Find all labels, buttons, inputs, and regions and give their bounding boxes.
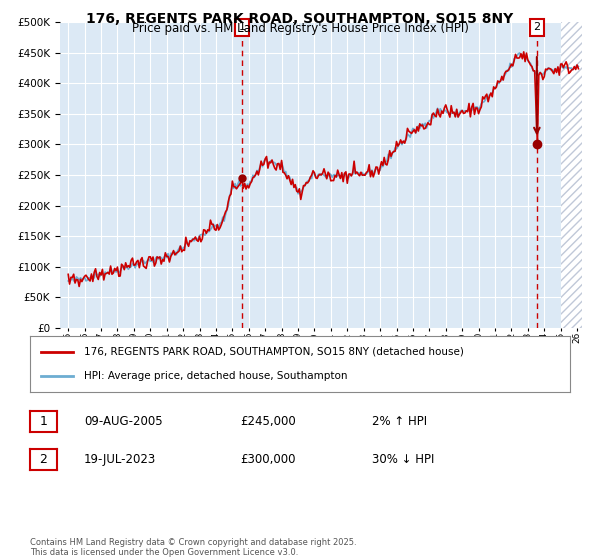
- Text: 1: 1: [239, 22, 246, 32]
- Text: 30% ↓ HPI: 30% ↓ HPI: [372, 453, 434, 466]
- Text: £245,000: £245,000: [240, 415, 296, 428]
- Text: 2: 2: [533, 22, 541, 32]
- Text: 2% ↑ HPI: 2% ↑ HPI: [372, 415, 427, 428]
- Text: 2: 2: [40, 453, 47, 466]
- Text: 09-AUG-2005: 09-AUG-2005: [84, 415, 163, 428]
- Text: 176, REGENTS PARK ROAD, SOUTHAMPTON, SO15 8NY (detached house): 176, REGENTS PARK ROAD, SOUTHAMPTON, SO1…: [84, 347, 464, 357]
- Text: 176, REGENTS PARK ROAD, SOUTHAMPTON, SO15 8NY: 176, REGENTS PARK ROAD, SOUTHAMPTON, SO1…: [86, 12, 514, 26]
- Text: £300,000: £300,000: [240, 453, 296, 466]
- Text: Contains HM Land Registry data © Crown copyright and database right 2025.
This d: Contains HM Land Registry data © Crown c…: [30, 538, 356, 557]
- Text: HPI: Average price, detached house, Southampton: HPI: Average price, detached house, Sout…: [84, 371, 347, 381]
- Text: Price paid vs. HM Land Registry's House Price Index (HPI): Price paid vs. HM Land Registry's House …: [131, 22, 469, 35]
- Text: 19-JUL-2023: 19-JUL-2023: [84, 453, 156, 466]
- Text: 1: 1: [40, 415, 47, 428]
